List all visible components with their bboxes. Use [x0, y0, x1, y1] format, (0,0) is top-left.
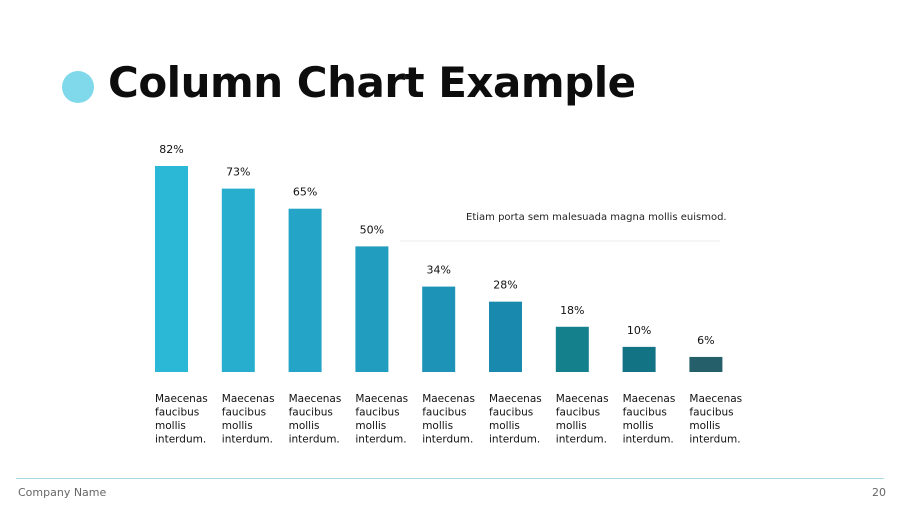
title-dot-icon	[62, 71, 94, 103]
chart-annotation: Etiam porta sem malesuada magna mollis e…	[466, 212, 727, 223]
bar-6	[489, 301, 522, 372]
bar-5	[422, 286, 456, 372]
category-label-1: Maecenas faucibus mollis interdum.	[155, 393, 208, 446]
value-label-9: 6%	[697, 334, 714, 347]
page-title: Column Chart Example	[108, 58, 636, 107]
value-label-7: 18%	[560, 304, 584, 317]
value-label-5: 34%	[426, 264, 450, 277]
bar-8	[622, 346, 656, 372]
value-label-1: 82%	[159, 143, 183, 156]
bar-1	[155, 166, 188, 372]
value-label-2: 73%	[226, 166, 250, 179]
category-label-6: Maecenas faucibus mollis interdum.	[489, 393, 542, 446]
category-label-3: Maecenas faucibus mollis interdum.	[289, 393, 342, 446]
category-label-9: Maecenas faucibus mollis interdum.	[689, 393, 742, 446]
value-label-6: 28%	[493, 279, 517, 292]
bar-7	[555, 326, 589, 372]
bar-2	[221, 188, 255, 372]
category-label-5: Maecenas faucibus mollis interdum.	[422, 393, 475, 446]
category-label-8: Maecenas faucibus mollis interdum.	[623, 393, 676, 446]
category-label-2: Maecenas faucibus mollis interdum.	[222, 393, 275, 446]
bar-3	[288, 208, 322, 372]
bar-9	[689, 356, 723, 372]
company-name: Company Name	[18, 486, 107, 499]
footer-divider	[16, 478, 884, 479]
category-label-7: Maecenas faucibus mollis interdum.	[556, 393, 609, 446]
value-label-8: 10%	[627, 324, 651, 337]
page-number: 20	[872, 486, 886, 499]
bar-4	[355, 246, 389, 372]
value-label-3: 65%	[293, 186, 317, 199]
category-label-4: Maecenas faucibus mollis interdum.	[355, 393, 408, 446]
value-label-4: 50%	[360, 223, 384, 236]
